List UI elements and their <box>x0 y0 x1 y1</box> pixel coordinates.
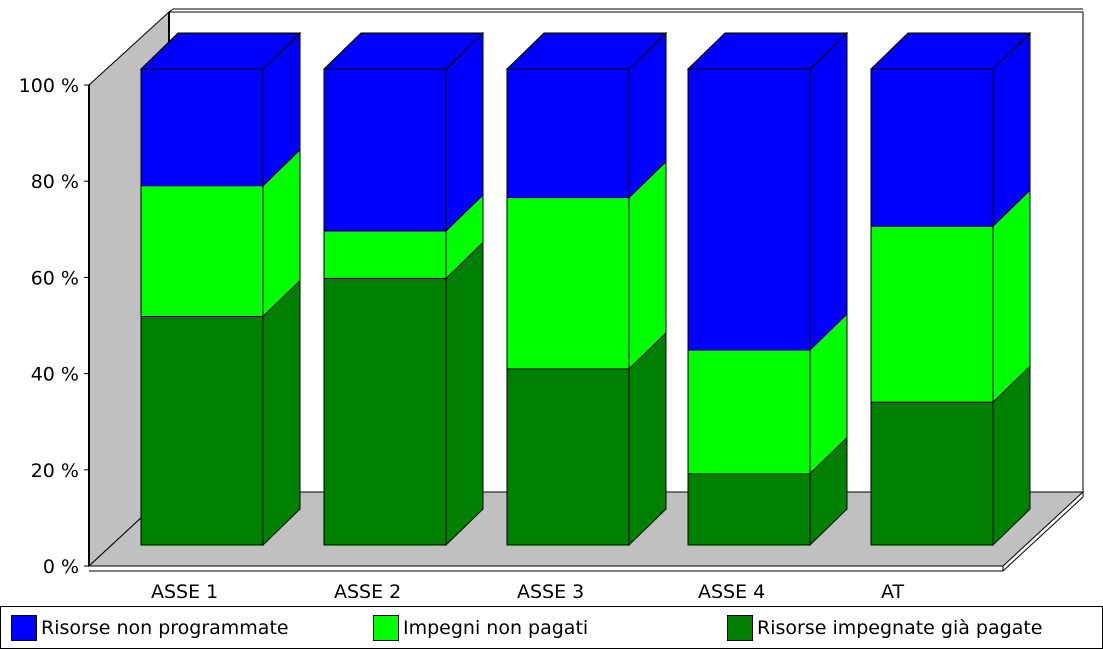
x-tick-label: ASSE 1 <box>151 581 218 603</box>
legend-item-impegni-non-pagati: Impegni non pagati <box>373 615 588 641</box>
bar-segment <box>870 401 994 546</box>
bar-segment-side <box>628 331 667 547</box>
y-tick-label: 100 % <box>19 75 79 97</box>
chart-plot: 0 %20 %40 %60 %80 %100 % ASSE 1 ASSE 2 ASS… <box>19 8 1085 603</box>
bar-segment <box>870 68 994 227</box>
x-tick-label: ASSE 3 <box>517 581 584 603</box>
x-axis: ASSE 1 ASSE 2 ASSE 3 ASSE 4 AT <box>151 581 905 603</box>
legend-swatch-blue <box>11 615 37 641</box>
top-edge <box>168 8 174 13</box>
y-tick-label: 20 % <box>31 460 79 482</box>
y-tick-label: 0 % <box>43 556 79 578</box>
bar-segment <box>506 368 630 546</box>
y-axis: 0 % 20 % 40 % 60 % 80 % 100 % <box>19 75 90 578</box>
bar-segment <box>870 225 994 403</box>
bar-segment <box>323 230 447 279</box>
y-tick-label: 80 % <box>31 171 79 193</box>
legend-item-risorse-impegnate: Risorse impegnate già pagate <box>727 615 1042 641</box>
legend-swatch-light-green <box>373 615 399 641</box>
bar-segment <box>687 473 811 546</box>
bar-segment <box>506 197 630 370</box>
bar-segment-side <box>262 279 301 547</box>
bar-segment-top <box>505 32 668 70</box>
bar-segment <box>140 68 264 187</box>
chart-bars <box>139 31 1032 547</box>
bar-segment <box>687 68 811 351</box>
bar-segment <box>323 277 447 546</box>
floor-side-edge <box>1002 496 1084 572</box>
bar-segment-top <box>322 32 485 70</box>
y-tick-label: 60 % <box>31 267 79 289</box>
bar-segment <box>687 349 811 475</box>
bar-segment <box>140 316 264 546</box>
bar-segment <box>506 68 630 199</box>
legend-item-risorse-non-programmate: Risorse non programmate <box>11 615 289 641</box>
legend-label: Risorse impegnate già pagate <box>757 617 1043 639</box>
legend-swatch-dark-green <box>727 615 753 641</box>
bar-segment <box>323 68 447 232</box>
bar-segment-side <box>809 31 848 352</box>
legend-label: Risorse non programmate <box>41 617 289 639</box>
x-tick-label: AT <box>881 581 905 603</box>
x-tick-label: ASSE 2 <box>334 581 401 603</box>
y-tick-label: 40 % <box>31 364 79 386</box>
legend-label: Impegni non pagati <box>403 617 589 639</box>
bar-segment-top <box>869 32 1032 70</box>
bar-segment-top <box>686 32 849 70</box>
x-tick-label: ASSE 4 <box>698 581 765 603</box>
bar-segment <box>140 185 264 318</box>
bar-segment-side <box>992 188 1031 404</box>
bar-segment-side <box>445 241 484 547</box>
bar-segment-top <box>139 32 302 70</box>
chart-legend: Risorse non programmate Impegni non paga… <box>0 606 1103 649</box>
